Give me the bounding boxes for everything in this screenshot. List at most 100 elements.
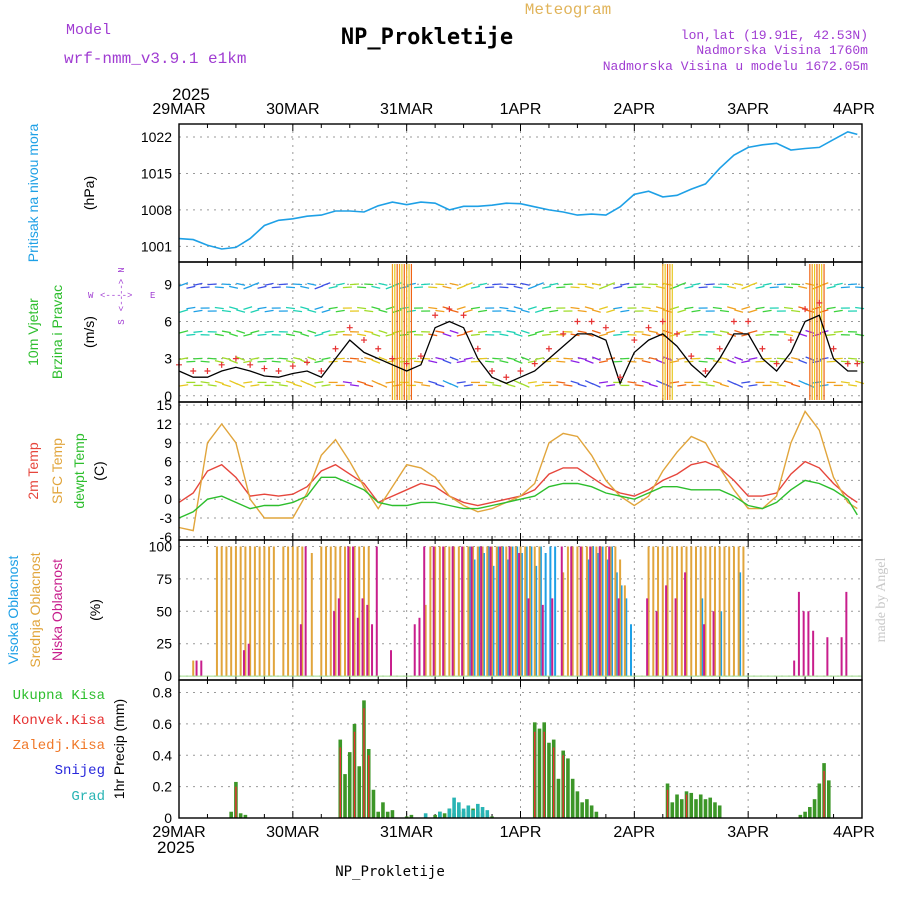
wind-arrow — [257, 333, 267, 336]
wind-arrow — [798, 379, 808, 385]
wind-arrow — [478, 309, 488, 313]
y-tick-label: 9 — [164, 276, 172, 292]
total-precip-bar — [347, 752, 352, 818]
gust-marker — [816, 299, 823, 306]
total-precip-bar — [442, 813, 447, 818]
hail-bar — [461, 808, 466, 818]
hail-bar — [466, 805, 471, 818]
wind-arrow — [278, 283, 288, 286]
wind-arrow — [613, 285, 623, 289]
total-precip-bar — [229, 811, 233, 818]
wind-arrow — [791, 383, 801, 388]
wind-arrow — [556, 360, 566, 363]
wind-arrow — [285, 286, 295, 289]
wind-arrow — [734, 382, 744, 388]
wind-arrow — [385, 306, 395, 311]
wind-arrow — [783, 306, 794, 310]
wind-arrow — [307, 309, 317, 313]
wind-arrow — [186, 333, 196, 336]
top-year-label: 2025 — [172, 85, 210, 104]
wind-arrow — [470, 333, 480, 336]
panel-ylabel-wind: Brzina i Pravac — [49, 285, 65, 379]
wind-arrow — [293, 283, 303, 286]
wind-arrow — [570, 380, 580, 385]
gust-marker — [730, 318, 737, 325]
gust-marker — [773, 360, 780, 367]
y-tick-label: 12 — [156, 416, 172, 432]
total-precip-bar — [371, 789, 376, 818]
wind-arrow — [214, 286, 224, 289]
wind-arrow — [243, 306, 253, 311]
panel-ylabel-cloud: Srednja Oblacnost — [27, 552, 43, 667]
wind-arrow — [236, 282, 246, 286]
gust-marker — [830, 345, 837, 352]
wind-arrow — [478, 330, 488, 333]
wind-arrow — [712, 333, 722, 337]
wind-arrow — [214, 333, 224, 337]
gust-marker — [375, 345, 382, 352]
wind-arrow — [179, 282, 189, 287]
wind-arrow — [648, 383, 658, 388]
wind-arrow — [193, 309, 203, 313]
convective-precip-bar — [534, 731, 536, 818]
top-date-label: 2APR — [613, 101, 655, 118]
wind-arrow — [179, 357, 189, 361]
compass-ns-arrow: <----> — [117, 279, 127, 311]
wind-arrow — [456, 306, 466, 311]
y-tick-label: 50 — [156, 603, 172, 619]
wind-arrow — [840, 286, 850, 289]
wind-arrow — [449, 309, 459, 313]
wind-arrow — [229, 306, 239, 310]
hail-bar — [476, 803, 480, 818]
wind-arrow — [727, 359, 737, 364]
wind-arrow — [314, 333, 324, 337]
wind-arrow — [549, 330, 559, 333]
y-tick-label: 25 — [156, 636, 172, 652]
wind-arrow — [783, 286, 794, 289]
wind-arrow — [712, 286, 722, 289]
gust-marker — [531, 360, 538, 367]
wind-arrow — [513, 285, 523, 289]
wind-arrow — [470, 285, 480, 289]
wind-arrow — [499, 286, 509, 289]
wind-arrow — [307, 329, 317, 334]
wind-arrow — [257, 306, 267, 310]
hail-bar — [471, 810, 475, 818]
wind-arrow — [741, 360, 751, 364]
sfc-temp-line — [178, 410, 858, 532]
wind-arrow — [648, 356, 658, 361]
panel-ylabel-temp: (C) — [91, 461, 107, 480]
wind-arrow — [506, 283, 516, 286]
wind-arrow — [599, 306, 608, 311]
wind-arrow — [428, 306, 438, 310]
wind-arrow — [307, 282, 317, 286]
gust-marker — [617, 374, 624, 381]
wind-arrow — [321, 357, 331, 361]
wind-arrow — [221, 330, 231, 334]
wind-arrow — [534, 330, 544, 334]
precip-legend-item: Konvek.Kisa — [13, 713, 105, 729]
wind-arrow — [791, 356, 801, 361]
gust-marker — [446, 306, 453, 313]
wind-arrow — [449, 282, 459, 286]
wind-arrow — [670, 360, 680, 364]
meteogram-label: Meteogram — [525, 1, 611, 19]
station-title: NP_Prokletije — [341, 25, 513, 50]
precip-legend-item: Ukupna Kisa — [13, 688, 105, 704]
hail-bar — [423, 813, 428, 818]
wind-arrow — [783, 359, 794, 364]
panel-ylabel-wind: 10m Vjetar — [25, 298, 41, 366]
wind-arrow — [584, 285, 594, 289]
wind-arrow — [285, 380, 295, 385]
wind-arrow — [229, 379, 238, 385]
wind-arrow — [542, 306, 552, 310]
total-precip-bar — [566, 758, 570, 818]
wind-arrow — [307, 356, 317, 361]
wind-arrow — [755, 333, 765, 336]
wind-arrow — [371, 359, 381, 364]
panel-ylabel-temp: dewpt Temp — [71, 433, 87, 508]
wind-arrow — [499, 359, 509, 364]
wind-arrow — [186, 285, 196, 289]
wind-arrow — [506, 383, 516, 388]
wind-arrow — [527, 306, 537, 311]
